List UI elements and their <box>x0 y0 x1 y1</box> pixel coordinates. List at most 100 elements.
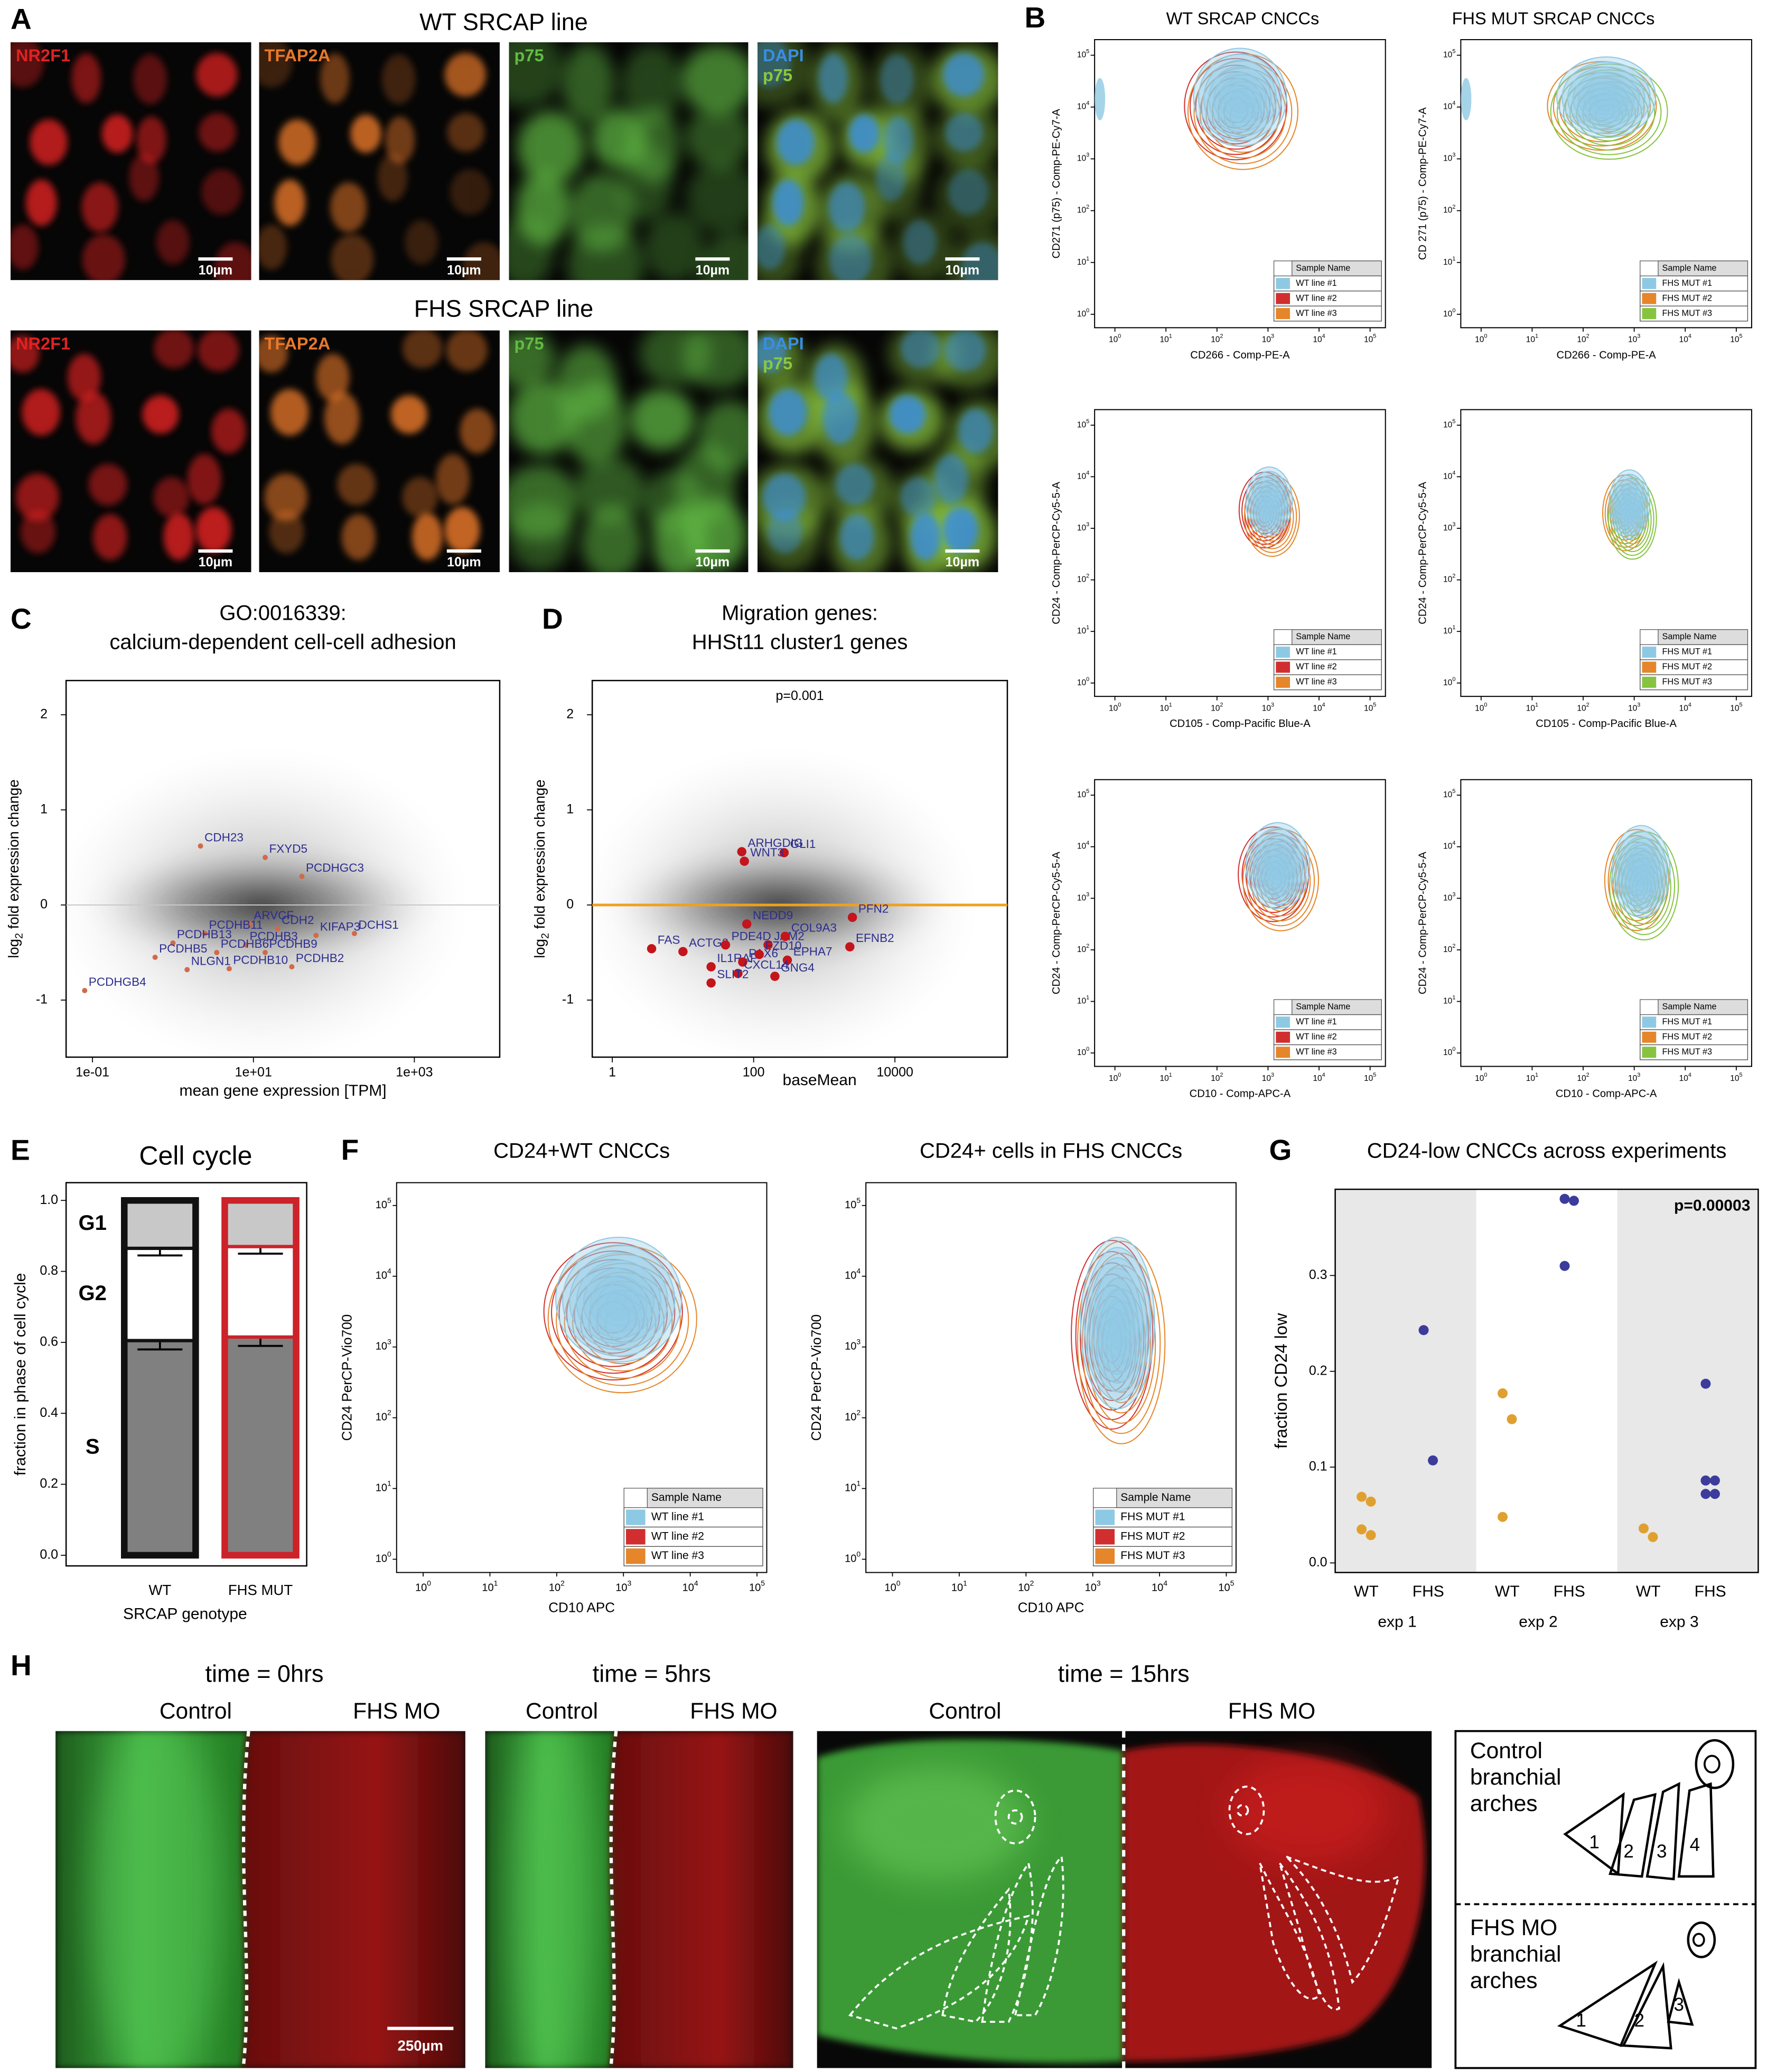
tick-base: 10 <box>1443 154 1453 163</box>
legend-label: FHS MUT #2 <box>1662 293 1712 303</box>
tick-exponent: 0 <box>1086 676 1089 683</box>
tick-exponent: 4 <box>1086 470 1089 476</box>
legend-swatch <box>1095 1548 1115 1564</box>
tick-label: 105 <box>1077 788 1089 799</box>
legend-header <box>1658 999 1748 1015</box>
contour <box>1607 477 1657 560</box>
tick-base: 10 <box>1443 575 1453 584</box>
y-axis-label: fraction CD24 low <box>1271 1313 1291 1449</box>
condition-label: Control <box>526 1698 598 1724</box>
annotation: p=0.00003 <box>1674 1197 1750 1215</box>
scale-bar-label: 10µm <box>696 263 730 277</box>
tick-label: 101 <box>1526 702 1538 713</box>
cell-signal <box>629 389 695 451</box>
nucleus <box>901 330 941 368</box>
eye-shape <box>1695 1739 1735 1789</box>
contour <box>1635 877 1653 903</box>
nucleus <box>11 335 40 372</box>
x-tick-label: FHS <box>1554 1583 1585 1600</box>
tick-base: 10 <box>615 1582 627 1594</box>
contour <box>1578 77 1635 123</box>
scale-bar-label: 10µm <box>447 263 481 277</box>
tick-label: 103 <box>615 1579 631 1594</box>
nucleus <box>259 42 293 88</box>
tick-exponent: 1 <box>1535 333 1538 339</box>
scale-bar-label: 10µm <box>946 263 979 277</box>
tick-label: 102 <box>1211 333 1223 344</box>
tick-base: 10 <box>1443 945 1453 954</box>
tick-base: 10 <box>1077 472 1087 481</box>
gene-label: ARHGDIG <box>748 836 803 850</box>
y-tick-label: 2 <box>40 707 48 722</box>
tick-exponent: 4 <box>1086 100 1089 106</box>
tick-label: 100 <box>1443 307 1455 319</box>
contour <box>1238 826 1310 922</box>
tick-exponent: 3 <box>1452 891 1455 898</box>
nucleus <box>876 153 906 201</box>
diagram-label: arches <box>1470 1968 1538 1993</box>
contour <box>562 1244 676 1357</box>
gene-label: CDH23 <box>204 830 244 844</box>
legend-swatch <box>1276 1031 1291 1043</box>
tick-exponent: 2 <box>1586 333 1589 339</box>
data-point <box>1700 1489 1711 1499</box>
tick-label: 100 <box>1109 1072 1121 1083</box>
tick-exponent: 5 <box>1086 788 1089 795</box>
arch-shape <box>1563 1792 1625 1877</box>
tick-exponent: 0 <box>1484 1072 1487 1078</box>
arch-number: 1 <box>1576 2010 1586 2031</box>
nucleus <box>903 220 937 265</box>
gene-point <box>275 926 280 932</box>
contour <box>558 1259 668 1367</box>
data-point <box>1357 1491 1367 1502</box>
data-point <box>1498 1388 1508 1398</box>
gene-label: GLI1 <box>790 837 816 851</box>
legend-label: WT line #3 <box>1296 1047 1336 1057</box>
gene-point <box>202 930 208 937</box>
legend-swatch <box>1642 1031 1657 1043</box>
tick-exponent: 1 <box>1535 1072 1538 1078</box>
tick-base: 10 <box>1262 704 1271 713</box>
label-part: log <box>5 939 22 958</box>
diagram-label: arches <box>1470 1791 1538 1816</box>
legend-title: Sample Name <box>1662 1002 1716 1012</box>
gene-label: ARVCF <box>254 909 294 922</box>
tick-base: 10 <box>415 1582 427 1594</box>
tick-exponent: 0 <box>1086 307 1089 314</box>
eye-outline <box>1007 1809 1023 1825</box>
bar-segment <box>223 1335 298 1557</box>
legend-swatch <box>1642 1016 1657 1028</box>
tick-exponent: 2 <box>856 1408 861 1416</box>
nucleus <box>412 513 443 561</box>
tick-label: 104 <box>1443 840 1455 851</box>
nucleus <box>88 464 127 506</box>
arch-number: 3 <box>1657 1841 1667 1862</box>
scale-bar-label: 10µm <box>199 263 232 277</box>
tick-exponent: 1 <box>1452 256 1455 262</box>
contour <box>555 1236 682 1363</box>
tick-label: 102 <box>376 1408 391 1423</box>
tick-base: 10 <box>376 1553 387 1565</box>
contour <box>564 1263 681 1379</box>
channel-label: NR2F1 <box>16 46 70 65</box>
x-axis-label: CD10 - Comp-APC-A <box>1556 1088 1657 1100</box>
gene-label: PCDHB6 <box>221 937 269 950</box>
nucleus <box>900 477 937 517</box>
nucleus <box>320 53 350 104</box>
nucleus <box>278 119 316 165</box>
tick-exponent: 5 <box>856 1196 861 1204</box>
gene-point <box>721 940 731 950</box>
legend-swatch <box>1276 676 1291 688</box>
x-axis-label: CD266 - Comp-PE-A <box>1190 349 1290 361</box>
panel-letter: G <box>1269 1134 1292 1166</box>
tick-base: 10 <box>845 1553 856 1565</box>
condition-label: FHS MO <box>353 1698 440 1724</box>
tick-label: 102 <box>1443 204 1455 215</box>
tick-label: 105 <box>1077 418 1089 430</box>
legend-label: FHS MUT #3 <box>1662 309 1712 318</box>
gene-point <box>313 932 319 938</box>
nucleus <box>934 454 968 505</box>
y-tick-label: 1 <box>40 802 48 817</box>
x-tick-label: 1e+03 <box>396 1065 433 1080</box>
cell-signal <box>562 43 615 124</box>
